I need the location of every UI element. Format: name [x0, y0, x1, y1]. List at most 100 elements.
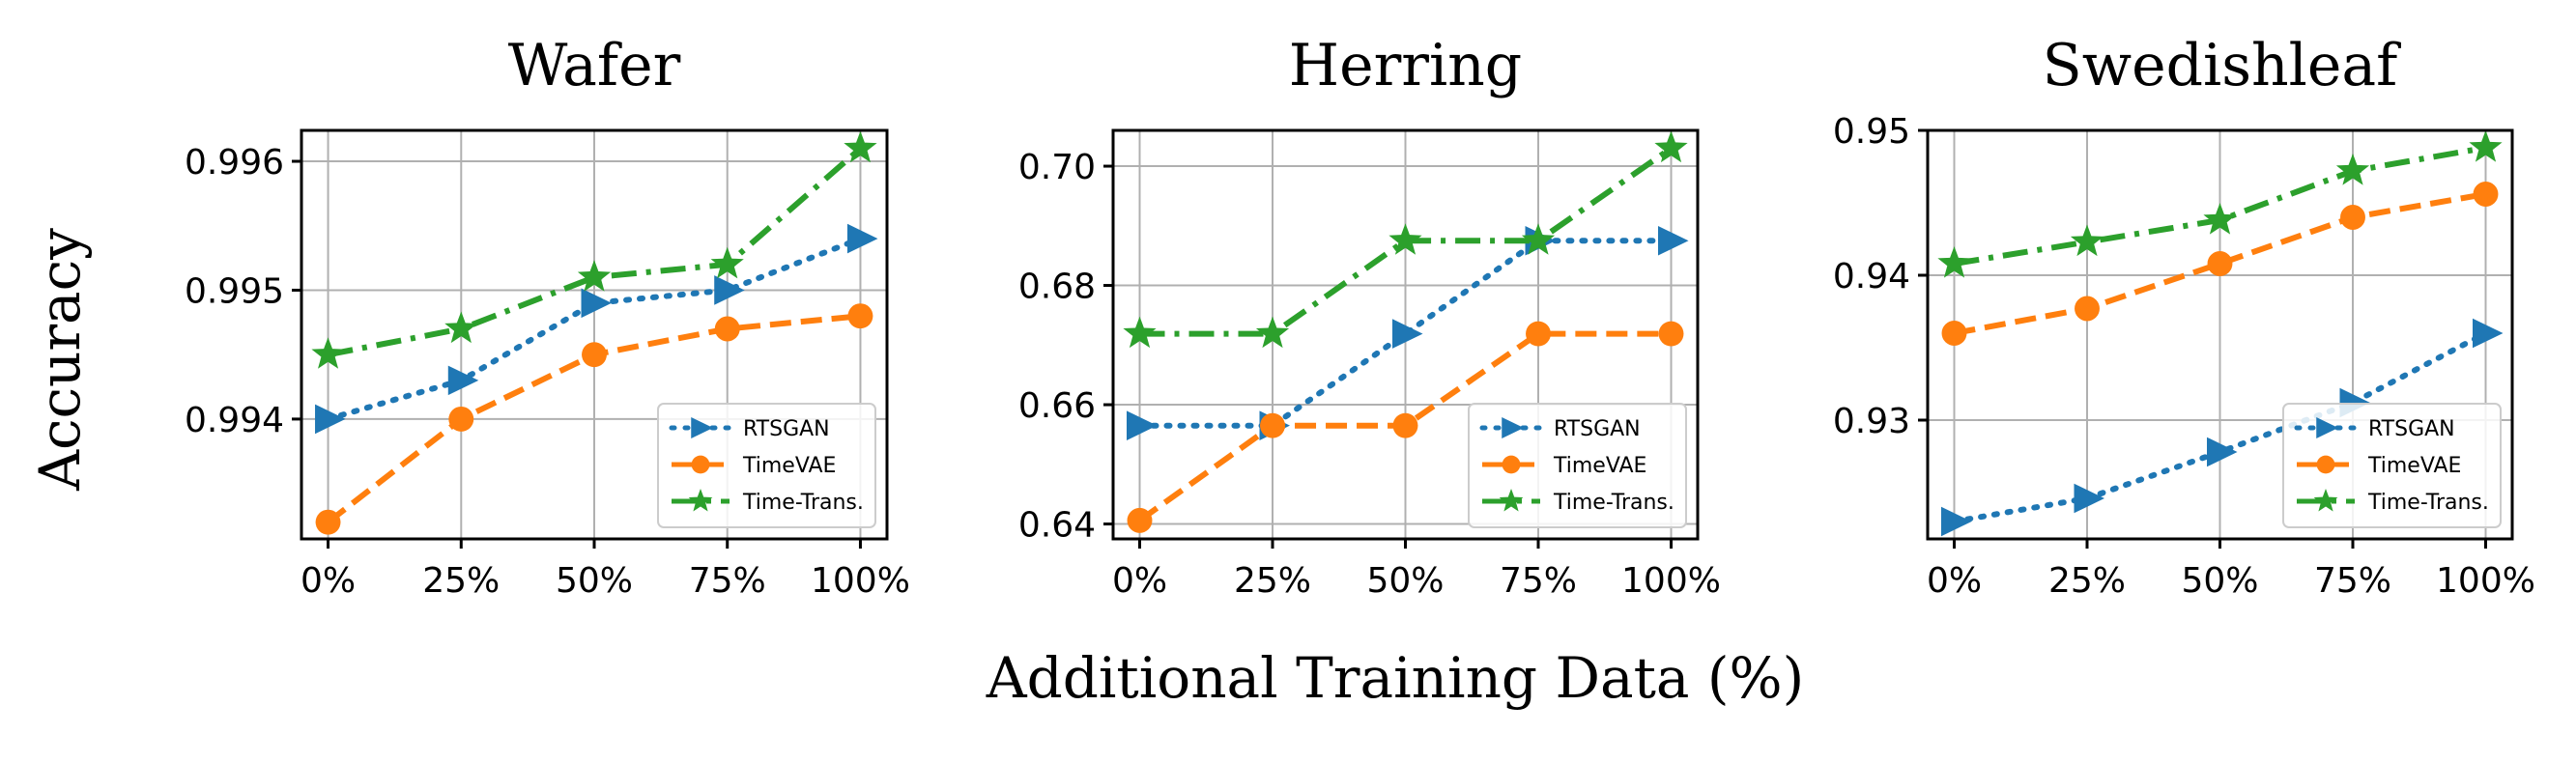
data-point-rtsgan	[581, 288, 612, 319]
x-tick-label: 75%	[1500, 561, 1577, 601]
data-point-time-trans	[577, 260, 612, 292]
x-tick-label: 0%	[1112, 561, 1167, 601]
x-axis-label: Additional Training Data (%)	[986, 645, 1805, 711]
data-point-time-trans	[2070, 224, 2104, 257]
legend-box	[1468, 403, 1687, 528]
legend-label-time-trans: Time-Trans.	[1553, 491, 1674, 515]
legend-label-timevae: TimeVAE	[2367, 454, 2461, 478]
legend-marker-timevae	[691, 455, 710, 474]
data-point-time-trans	[1123, 316, 1157, 349]
series-line-rtsgan	[325, 236, 864, 422]
x-tick-label: 0%	[301, 561, 356, 601]
legend-label-rtsgan: RTSGAN	[1554, 417, 1641, 441]
data-point-rtsgan	[1392, 319, 1423, 349]
data-point-time-trans	[1388, 223, 1422, 255]
legend: RTSGAN TimeVAE Time-Trans.	[657, 403, 876, 528]
x-tick-label: 50%	[2181, 561, 2258, 601]
data-point-timevae	[2075, 296, 2100, 322]
legend: RTSGAN TimeVAE Time-Trans.	[2282, 403, 2502, 528]
legend-label-time-trans: Time-Trans.	[742, 491, 864, 515]
series-line-time-trans	[1139, 146, 1674, 337]
data-point-time-trans	[1521, 223, 1556, 255]
y-tick-label: 0.64	[1018, 506, 1096, 546]
data-point-time-trans	[1654, 130, 1688, 163]
legend-box	[657, 403, 876, 528]
y-tick-label: 0.93	[1833, 402, 1910, 441]
x-tick-label: 75%	[689, 561, 766, 601]
panel-title: Swedishleaf	[2043, 32, 2401, 99]
legend-marker-rtsgan	[2316, 416, 2338, 439]
x-tick-label: 100%	[1621, 561, 1721, 601]
y-tick-label: 0.94	[1833, 257, 1910, 296]
data-point-time-trans	[710, 246, 744, 279]
y-tick-label: 0.995	[185, 271, 284, 311]
data-point-timevae	[448, 406, 474, 432]
legend-label-rtsgan: RTSGAN	[743, 417, 830, 441]
y-tick-label: 0.68	[1018, 268, 1096, 307]
panel-title: Herring	[1289, 32, 1522, 99]
data-point-timevae	[1526, 321, 1551, 347]
legend-label-rtsgan: RTSGAN	[2368, 417, 2455, 441]
data-point-timevae	[1127, 507, 1153, 533]
data-point-timevae	[2340, 205, 2365, 230]
data-point-timevae	[315, 509, 341, 535]
data-point-time-trans	[844, 130, 877, 163]
x-tick-label: 100%	[811, 561, 910, 601]
x-tick-label: 25%	[2048, 561, 2126, 601]
data-point-rtsgan	[714, 275, 745, 305]
data-point-rtsgan	[2207, 437, 2238, 467]
data-point-timevae	[2473, 182, 2499, 207]
legend-label-timevae: TimeVAE	[1553, 454, 1646, 478]
data-point-rtsgan	[2074, 483, 2104, 514]
data-point-rtsgan	[1941, 506, 1972, 537]
x-tick-label: 50%	[1366, 561, 1444, 601]
y-tick-label: 0.994	[185, 401, 284, 440]
data-point-time-trans	[1255, 316, 1290, 349]
data-point-timevae	[1392, 412, 1418, 438]
legend-marker-time-trans	[688, 489, 713, 512]
legend-box	[2282, 403, 2502, 528]
legend-marker-rtsgan	[691, 416, 713, 439]
data-point-time-trans	[2469, 130, 2503, 162]
legend-marker-time-trans	[1499, 489, 1524, 512]
panel-wafer: 0% 25% 50% 75% 100% 0.994 0.995 0.996 Wafer RTSGA…	[185, 32, 910, 601]
legend-marker-timevae	[2316, 455, 2335, 474]
data-point-rtsgan	[315, 404, 346, 435]
legend: RTSGAN TimeVAE Time-Trans.	[1468, 403, 1687, 528]
panel-swedishleaf: 0% 25% 50% 75% 100% 0.93 0.94 0.95 Swedishleaf RT…	[1833, 32, 2535, 601]
data-point-rtsgan	[447, 365, 479, 396]
y-tick-label: 0.996	[185, 143, 284, 183]
legend-label-timevae: TimeVAE	[742, 454, 836, 478]
data-point-timevae	[2207, 251, 2233, 276]
legend-marker-timevae	[1502, 455, 1521, 474]
data-point-timevae	[1658, 321, 1684, 347]
data-point-rtsgan	[846, 223, 878, 254]
data-point-time-trans	[2203, 203, 2237, 235]
y-axis-label: Accuracy	[27, 228, 93, 492]
x-tick-label: 75%	[2314, 561, 2391, 601]
data-point-rtsgan	[2473, 318, 2504, 349]
legend-marker-time-trans	[2313, 489, 2338, 512]
y-tick-label: 0.70	[1018, 148, 1096, 187]
panel-title: Wafer	[508, 32, 681, 99]
x-tick-label: 0%	[1927, 561, 1982, 601]
data-point-time-trans	[444, 311, 478, 344]
data-point-time-trans	[1937, 246, 1971, 278]
data-point-timevae	[714, 316, 740, 342]
x-tick-label: 25%	[422, 561, 500, 601]
data-point-time-trans	[2335, 154, 2370, 185]
data-point-timevae	[1941, 321, 1967, 346]
x-tick-label: 25%	[1234, 561, 1311, 601]
y-tick-label: 0.95	[1833, 112, 1910, 152]
x-tick-label: 100%	[2436, 561, 2535, 601]
y-tick-label: 0.66	[1018, 386, 1096, 426]
panel-herring: 0% 25% 50% 75% 100% 0.64 0.66 0.68 0.70 Herring RT…	[1018, 32, 1721, 601]
x-tick-label: 50%	[556, 561, 633, 601]
data-point-rtsgan	[1127, 410, 1158, 440]
legend-marker-rtsgan	[1502, 416, 1524, 439]
data-point-timevae	[847, 303, 873, 329]
data-point-time-trans	[311, 337, 345, 369]
data-point-timevae	[582, 342, 607, 368]
series-line-rtsgan	[1136, 238, 1674, 429]
